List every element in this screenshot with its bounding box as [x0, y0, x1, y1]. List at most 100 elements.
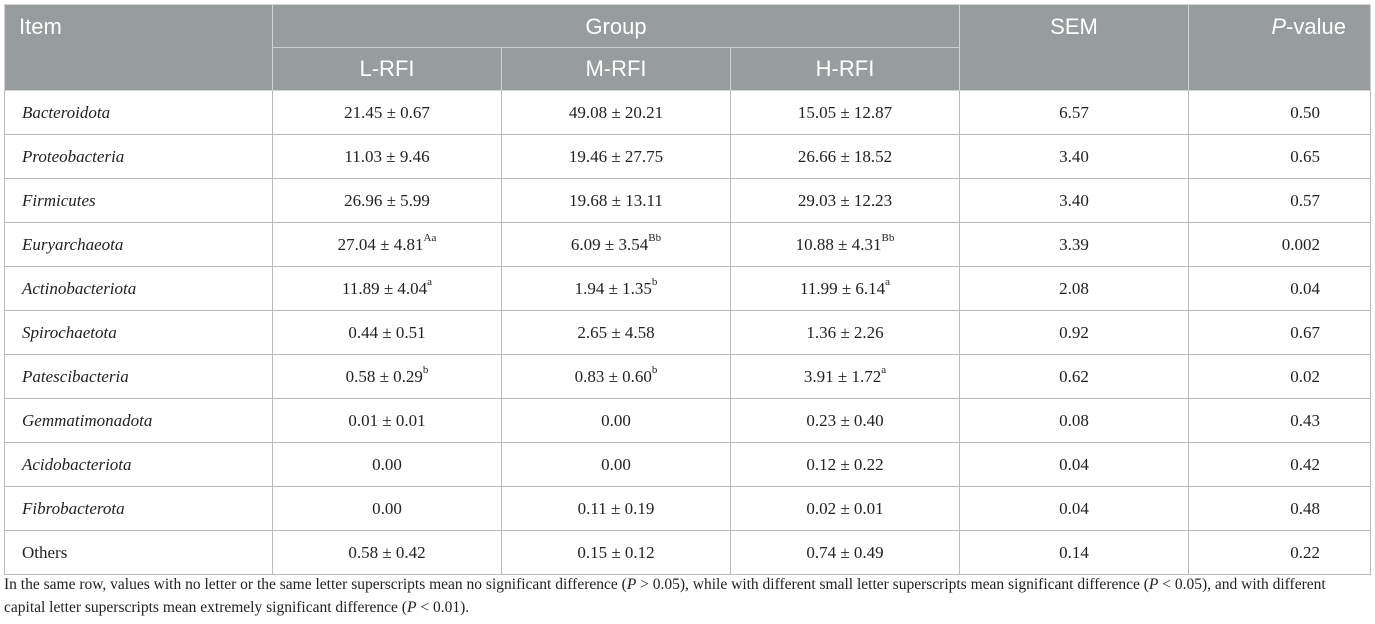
l-rfi-cell-value: 26.96 ± 5.99 [344, 190, 430, 210]
header-group: Group [272, 4, 960, 48]
l-rfi-cell: 0.58 ± 0.29b [272, 354, 502, 399]
h-rfi-cell-superscript: a [881, 363, 887, 376]
footnote-text-3: < 0.05), and with different capital lett… [4, 576, 1326, 616]
item-cell-value: Acidobacteriota [22, 454, 132, 474]
table-row: Gemmatimonadota 0.01 ± 0.01 0.00 0.23 ± 0.4… [4, 398, 1371, 443]
m-rfi-cell-value: 0.15 ± 0.12 [577, 542, 655, 562]
item-cell: Spirochaetota [4, 310, 273, 355]
pvalue-cell: 0.22 [1188, 530, 1371, 575]
pvalue-cell: 0.57 [1188, 178, 1371, 223]
pvalue-cell-value: 0.002 [1281, 234, 1320, 254]
pvalue-cell: 0.65 [1188, 134, 1371, 179]
m-rfi-cell: 2.65 ± 4.58 [501, 310, 731, 355]
h-rfi-cell-value: 0.02 ± 0.01 [806, 498, 884, 518]
table-body: Bacteroidota 21.45 ± 0.67 49.08 ± 20.21 15.… [4, 90, 1371, 575]
sem-cell: 0.04 [959, 486, 1189, 531]
m-rfi-cell-superscript: Bb [648, 231, 662, 244]
pvalue-cell-value: 0.65 [1290, 146, 1320, 166]
footnote-text-4: < 0.01). [416, 599, 470, 616]
sem-cell: 3.40 [959, 134, 1189, 179]
sem-cell: 6.57 [959, 90, 1189, 135]
h-rfi-cell-value: 0.23 ± 0.40 [806, 410, 884, 430]
m-rfi-cell-superscript: b [651, 363, 658, 376]
sem-cell: 2.08 [959, 266, 1189, 311]
m-rfi-cell: 0.00 [501, 398, 731, 443]
table-row: Patescibacteria 0.58 ± 0.29b 0.83 ± 0.60b 3… [4, 354, 1371, 399]
m-rfi-cell-value: 49.08 ± 20.21 [568, 102, 664, 122]
header-group-m-rfi: M-RFI [501, 47, 731, 91]
footnote-p-3: P [406, 599, 417, 616]
pvalue-cell: 0.67 [1188, 310, 1371, 355]
table-row: Bacteroidota 21.45 ± 0.67 49.08 ± 20.21 15.… [4, 90, 1371, 135]
m-rfi-cell-value: 0.00 [601, 454, 631, 474]
h-rfi-cell-superscript: Bb [881, 231, 895, 244]
item-cell: Bacteroidota [4, 90, 273, 135]
table-row: Firmicutes 26.96 ± 5.99 19.68 ± 13.11 29.03… [4, 178, 1371, 223]
item-cell: Euryarchaeota [4, 222, 273, 267]
l-rfi-cell-value: 21.45 ± 0.67 [344, 102, 430, 122]
footnote-text-1: In the same row, values with no letter o… [4, 576, 627, 593]
item-cell: Firmicutes [4, 178, 273, 223]
footnote-p-2: P [1148, 576, 1159, 593]
item-cell-value: Patescibacteria [22, 366, 129, 386]
table-row: Euryarchaeota 27.04 ± 4.81Aa 6.09 ± 3.54Bb… [4, 222, 1371, 267]
h-rfi-cell-value: 3.91 ± 1.72 [803, 366, 882, 386]
l-rfi-cell: 0.00 [272, 486, 502, 531]
m-rfi-cell: 19.46 ± 27.75 [501, 134, 731, 179]
l-rfi-cell: 27.04 ± 4.81Aa [272, 222, 502, 267]
h-rfi-cell: 0.74 ± 0.49 [730, 530, 960, 575]
l-rfi-cell-value: 27.04 ± 4.81 [337, 234, 424, 254]
data-table: Item Group SEM P-value L-RFI M-RFI H-RFI… [4, 4, 1371, 575]
pvalue-cell-value: 0.57 [1290, 190, 1320, 210]
l-rfi-cell: 0.01 ± 0.01 [272, 398, 502, 443]
pvalue-cell-value: 0.50 [1290, 102, 1320, 122]
sem-cell-value: 3.39 [1059, 234, 1089, 254]
l-rfi-cell: 0.00 [272, 442, 502, 487]
m-rfi-cell: 6.09 ± 3.54Bb [501, 222, 731, 267]
h-rfi-cell-value: 11.99 ± 6.14 [799, 278, 886, 298]
l-rfi-cell-value: 0.01 ± 0.01 [348, 410, 426, 430]
l-rfi-cell: 26.96 ± 5.99 [272, 178, 502, 223]
item-cell-value: Proteobacteria [22, 146, 125, 166]
h-rfi-cell-value: 26.66 ± 18.52 [797, 146, 893, 166]
h-rfi-cell-value: 10.88 ± 4.31 [795, 234, 882, 254]
h-rfi-cell: 29.03 ± 12.23 [730, 178, 960, 223]
h-rfi-cell-value: 0.74 ± 0.49 [806, 542, 884, 562]
h-rfi-cell: 3.91 ± 1.72a [730, 354, 960, 399]
l-rfi-cell: 11.89 ± 4.04a [272, 266, 502, 311]
header-group-l-rfi: L-RFI [272, 47, 502, 91]
h-rfi-cell-value: 1.36 ± 2.26 [806, 322, 884, 342]
pvalue-cell: 0.02 [1188, 354, 1371, 399]
pvalue-cell: 0.002 [1188, 222, 1371, 267]
header-sem: SEM [959, 4, 1189, 91]
item-cell: Gemmatimonadota [4, 398, 273, 443]
sem-cell: 3.40 [959, 178, 1189, 223]
header-group-h-rfi: H-RFI [730, 47, 960, 91]
sem-cell-value: 0.04 [1059, 454, 1089, 474]
m-rfi-cell: 1.94 ± 1.35b [501, 266, 731, 311]
pvalue-cell-value: 0.22 [1290, 542, 1320, 562]
sem-cell-value: 0.08 [1059, 410, 1089, 430]
l-rfi-cell-value: 0.58 ± 0.42 [348, 542, 426, 562]
table-row: Proteobacteria 11.03 ± 9.46 19.46 ± 27.75 2… [4, 134, 1371, 179]
item-cell-value: Fibrobacterota [22, 498, 125, 518]
pvalue-cell-value: 0.04 [1290, 278, 1320, 298]
item-cell-value: Others [22, 542, 68, 562]
table-footnote: In the same row, values with no letter o… [4, 573, 1370, 619]
m-rfi-cell-value: 1.94 ± 1.35 [574, 278, 652, 298]
h-rfi-cell: 26.66 ± 18.52 [730, 134, 960, 179]
sem-cell: 0.14 [959, 530, 1189, 575]
table-row: Others 0.58 ± 0.42 0.15 ± 0.12 0.74 ± 0.49 0… [4, 530, 1371, 575]
l-rfi-cell: 21.45 ± 0.67 [272, 90, 502, 135]
l-rfi-cell-value: 0.00 [372, 454, 402, 474]
sem-cell: 0.92 [959, 310, 1189, 355]
sem-cell-value: 2.08 [1059, 278, 1089, 298]
sem-cell-value: 6.57 [1059, 102, 1089, 122]
h-rfi-cell: 0.02 ± 0.01 [730, 486, 960, 531]
sem-cell-value: 0.04 [1059, 498, 1089, 518]
item-cell-value: Firmicutes [22, 190, 96, 210]
item-cell: Actinobacteriota [4, 266, 273, 311]
header-pvalue: P-value [1188, 4, 1371, 91]
sem-cell: 0.62 [959, 354, 1189, 399]
table-row: Fibrobacterota 0.00 0.11 ± 0.19 0.02 ± 0.01… [4, 486, 1371, 531]
